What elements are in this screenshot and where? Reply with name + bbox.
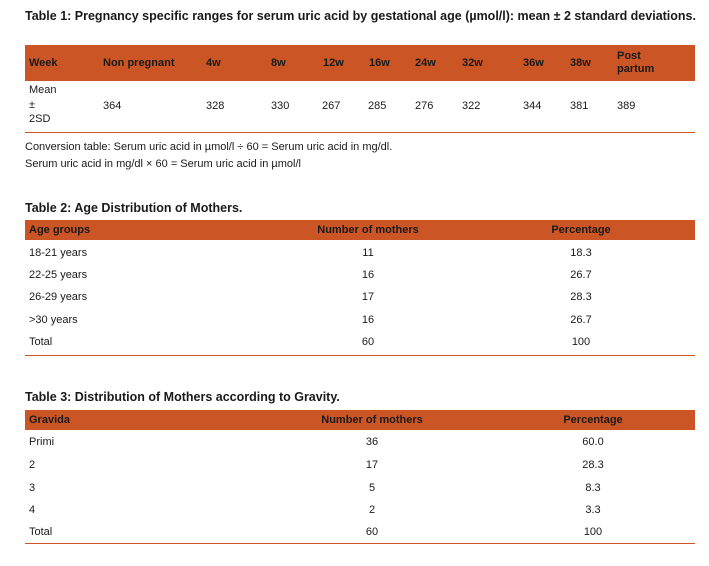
table1-header-38w: 38w: [570, 57, 591, 69]
table2-cell-number: 16: [361, 314, 375, 326]
table2-cell-number: 11: [362, 247, 374, 259]
row-label-mean: Mean: [29, 84, 57, 96]
table3-cell-number: 5: [368, 482, 376, 494]
table3-cell-percentage: 8.3: [585, 482, 601, 494]
table2-cell-percentage: 26.7: [570, 314, 592, 326]
table-row: >30 years 16 26.7: [25, 309, 695, 331]
table-row-total: Total 60 100: [25, 521, 695, 543]
table3-header-number: Number of mothers: [321, 414, 423, 426]
table-row: 4 2 3.3: [25, 499, 695, 521]
table2-header-age-groups: Age groups: [29, 224, 91, 236]
table1-data-row: Mean ± 2SD 364 328 330 267 285 276 322 3…: [25, 81, 695, 130]
table1-row-label: Mean ± 2SD: [29, 83, 57, 127]
table1-value-nonpregnant: 364: [103, 99, 122, 112]
table1-value-4w: 328: [206, 99, 225, 112]
table2: Age groups Number of mothers Percentage …: [25, 220, 695, 356]
table2-title: Table 2: Age Distribution of Mothers.: [25, 201, 243, 215]
table3-cell-percentage: 60.0: [582, 436, 604, 448]
table3-header-percentage: Percentage: [563, 414, 623, 426]
table1-value-postpartum: 389: [617, 99, 636, 112]
table-row: Primi 36 60.0: [25, 431, 695, 453]
row-label-2sd: 2SD: [29, 113, 51, 125]
table3-cell-gravida: 2: [29, 459, 36, 471]
table3-cell-number: 2: [368, 504, 376, 516]
table1-header-36w: 36w: [523, 57, 544, 69]
table3-cell-gravida: 3: [29, 482, 36, 494]
conversion-line-1: Conversion table: Serum uric acid in µmo…: [25, 141, 393, 153]
table2-cell-percentage: 26.7: [570, 269, 592, 281]
table3-cell-gravida: 4: [29, 504, 36, 516]
table3-cell-gravida: Total: [29, 526, 53, 538]
table1-header-8w: 8w: [271, 57, 286, 69]
table2-cell-number: 16: [361, 269, 375, 281]
table2-cell-age: >30 years: [29, 314, 78, 326]
table2-cell-percentage: 18.3: [570, 247, 592, 259]
table1-header-week: Week: [29, 57, 58, 69]
table1-title: Table 1: Pregnancy specific ranges for s…: [25, 9, 696, 23]
table1-value-38w: 381: [570, 99, 589, 112]
table1-value-16w: 285: [368, 99, 387, 112]
table2-header-number: Number of mothers: [317, 224, 419, 236]
table-row: 2 17 28.3: [25, 454, 695, 476]
table3-title: Table 3: Distribution of Mothers accordi…: [25, 390, 340, 404]
table1-value-36w: 344: [523, 99, 542, 112]
table2-header-percentage: Percentage: [551, 224, 611, 236]
table2-cell-number: 17: [361, 291, 375, 303]
table3-cell-number: 36: [365, 436, 379, 448]
table1-value-32w: 322: [462, 99, 481, 112]
table2-cell-number: 60: [361, 336, 375, 348]
table1-header-24w: 24w: [415, 57, 436, 69]
table3: Gravida Number of mothers Percentage Pri…: [25, 410, 695, 544]
table1-value-24w: 276: [415, 99, 434, 112]
table3-cell-percentage: 3.3: [585, 504, 601, 516]
table1: Week Non pregnant 4w 8w 12w 16w 24w 32w …: [25, 45, 695, 133]
row-label-pm: ±: [29, 98, 36, 111]
conversion-note: Conversion table: Serum uric acid in µmo…: [25, 139, 392, 173]
table1-header-row: Week Non pregnant 4w 8w 12w 16w 24w 32w …: [25, 45, 695, 81]
table2-cell-percentage: 100: [571, 336, 591, 348]
table3-cell-gravida: Primi: [29, 436, 55, 448]
table3-header-gravida: Gravida: [29, 414, 70, 426]
table1-value-8w: 330: [271, 99, 290, 112]
table1-header-32w: 32w: [462, 57, 483, 69]
table2-cell-age: Total: [29, 336, 53, 348]
table3-cell-percentage: 100: [583, 526, 603, 538]
table-row: 26-29 years 17 28.3: [25, 286, 695, 308]
table-row-total: Total 60 100: [25, 331, 695, 353]
table3-cell-number: 17: [365, 459, 379, 471]
table1-header-4w: 4w: [206, 57, 221, 69]
table3-cell-percentage: 28.3: [582, 459, 604, 471]
table-row: 22-25 years 16 26.7: [25, 264, 695, 286]
table-row: 3 5 8.3: [25, 477, 695, 499]
conversion-line-2: Serum uric acid in mg/dl × 60 = Serum ur…: [25, 158, 301, 170]
table2-cell-percentage: 28.3: [570, 291, 592, 303]
table1-value-12w: 267: [322, 99, 341, 112]
table3-cell-number: 60: [365, 526, 379, 538]
table1-header-nonpregnant: Non pregnant: [103, 57, 175, 69]
table1-header-12w: 12w: [323, 57, 344, 69]
table2-cell-age: 18-21 years: [29, 247, 88, 259]
table-row: 18-21 years 11 18.3: [25, 242, 695, 264]
table1-header-postpartum: Post partum: [617, 50, 655, 75]
table2-cell-age: 26-29 years: [29, 291, 88, 303]
table2-header-row: Age groups Number of mothers Percentage: [25, 220, 695, 240]
table3-header-row: Gravida Number of mothers Percentage: [25, 410, 695, 430]
table1-header-16w: 16w: [369, 57, 390, 69]
table2-cell-age: 22-25 years: [29, 269, 88, 281]
